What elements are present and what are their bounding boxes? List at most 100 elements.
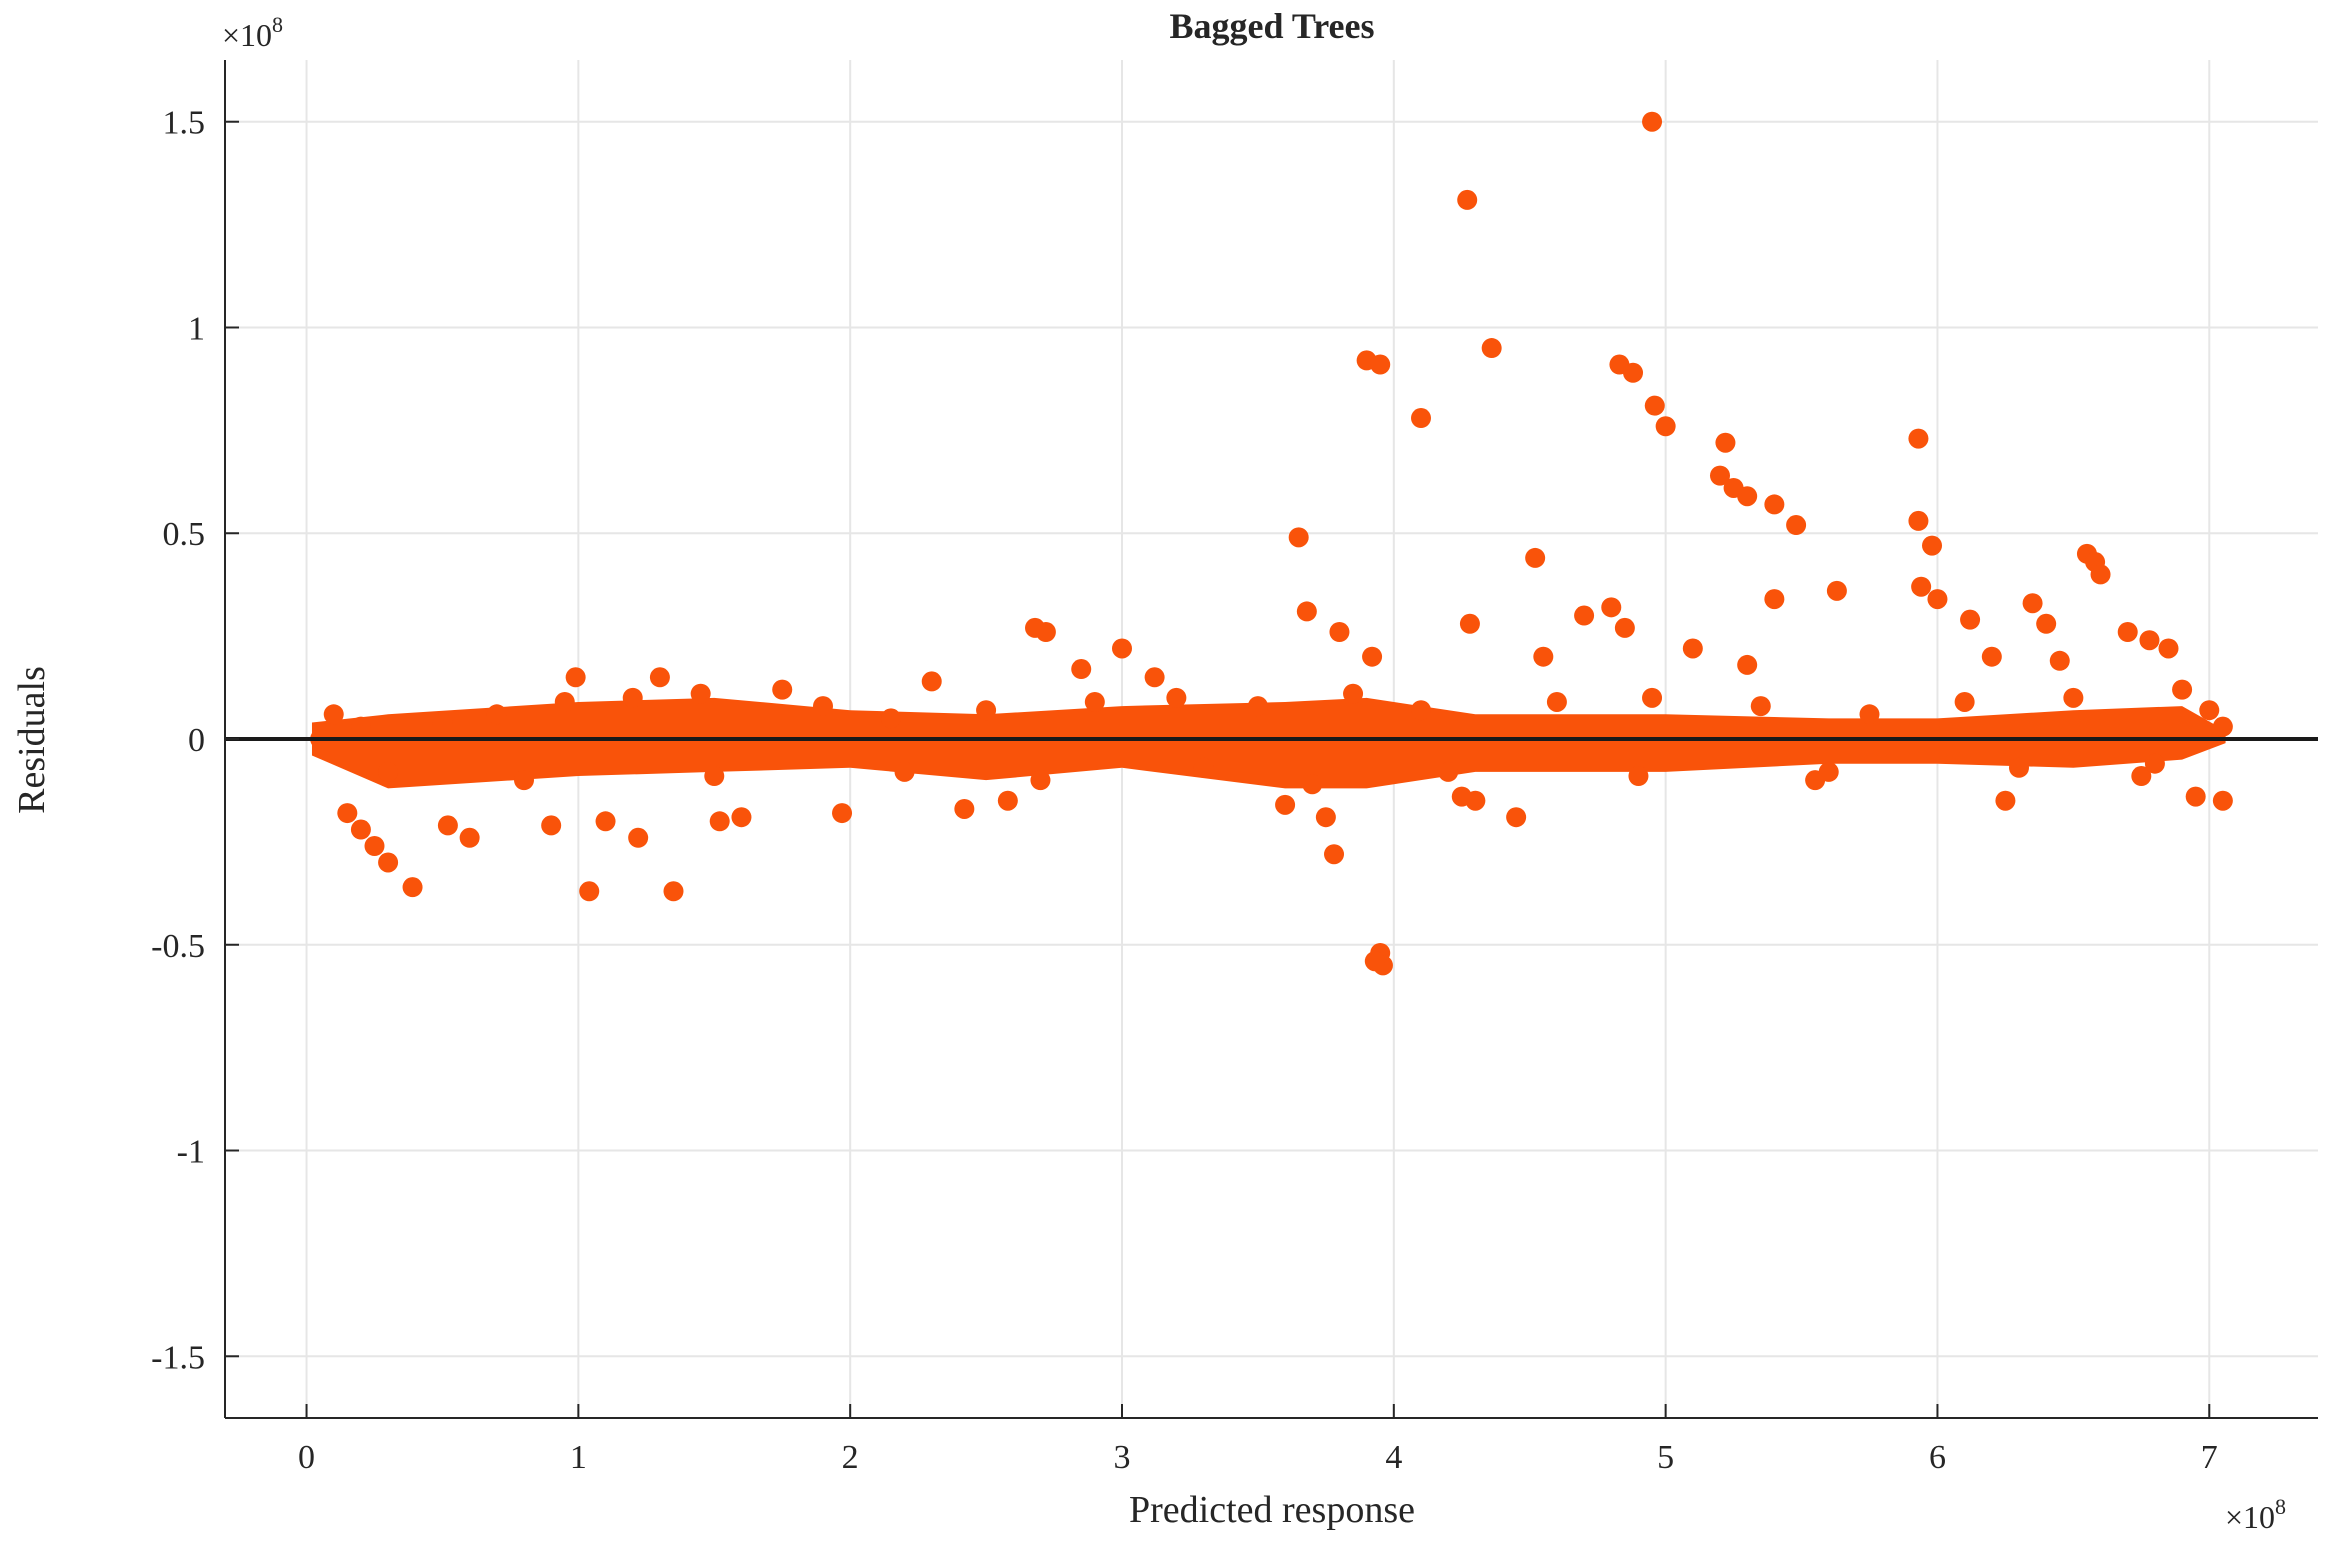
data-point <box>1750 696 1771 717</box>
axes <box>224 60 2318 1419</box>
x-multiplier-base: ×10 <box>2225 1499 2275 1535</box>
y-multiplier-base: ×10 <box>222 17 272 53</box>
data-point <box>1084 691 1105 712</box>
data-point <box>1908 510 1929 531</box>
data-point <box>1343 683 1364 704</box>
data-point <box>1710 465 1730 486</box>
data-point <box>1296 601 1317 622</box>
data-point <box>1364 951 1385 972</box>
data-point <box>1826 580 1847 601</box>
data-point <box>2199 700 2220 721</box>
x-tick-label: 6 <box>1929 1439 1946 1476</box>
data-point <box>2090 564 2111 585</box>
data-point <box>832 803 853 824</box>
data-point <box>1533 646 1554 667</box>
data-point <box>2139 630 2160 651</box>
data-point <box>1411 700 1431 721</box>
data-point <box>1193 757 1214 778</box>
residual-band <box>311 697 2226 789</box>
data-point <box>554 691 575 712</box>
chart-title: Bagged Trees <box>1170 6 1375 46</box>
data-point <box>622 687 643 708</box>
data-point <box>1362 646 1383 667</box>
data-point <box>1481 338 1502 359</box>
data-point <box>350 716 371 737</box>
data-point <box>1628 766 1649 787</box>
dense-point-cloud <box>311 697 2226 789</box>
data-point <box>2144 753 2165 774</box>
data-point <box>565 667 586 688</box>
data-point <box>1682 638 1703 659</box>
data-point <box>1927 589 1948 610</box>
data-point <box>709 811 730 832</box>
data-point <box>1370 354 1391 375</box>
data-point <box>541 815 562 836</box>
data-point <box>1911 576 1932 597</box>
data-point <box>1288 527 1309 548</box>
data-point <box>2212 790 2233 811</box>
data-point <box>2049 650 2070 671</box>
y-tick-labels: -1.5 -1 -0.5 0 0.5 1 1.5 <box>151 105 205 1377</box>
y-tick-label: 1.5 <box>163 105 206 142</box>
data-point <box>1737 486 1758 507</box>
data-point <box>2036 613 2057 634</box>
y-tick-label: 1 <box>188 310 205 347</box>
data-point <box>1737 654 1758 675</box>
y-axis-multiplier: ×108 <box>222 12 283 53</box>
data-point <box>1642 687 1663 708</box>
data-point <box>1035 622 1056 643</box>
data-point <box>323 704 344 725</box>
data-point <box>1981 646 2002 667</box>
data-point <box>1411 408 1431 429</box>
data-point <box>1459 613 1480 634</box>
data-point <box>997 790 1018 811</box>
data-point <box>1506 807 1527 828</box>
data-point <box>1112 638 1132 659</box>
data-point <box>813 696 833 717</box>
data-point <box>1922 535 1943 556</box>
data-point <box>459 827 480 848</box>
data-point <box>649 667 670 688</box>
data-point <box>976 700 997 721</box>
data-point <box>1623 362 1644 383</box>
data-point <box>2131 766 2152 787</box>
data-point <box>1908 428 1929 449</box>
x-axis-multiplier: ×108 <box>2225 1494 2286 1535</box>
data-point <box>486 704 507 725</box>
data-point <box>1438 761 1459 782</box>
data-point <box>1574 605 1595 626</box>
data-point <box>1030 770 1051 791</box>
data-point <box>1275 794 1296 815</box>
data-point <box>514 770 534 791</box>
x-tick-label: 3 <box>1114 1439 1131 1476</box>
y-tick-label: -0.5 <box>151 928 205 965</box>
data-point <box>1071 659 1092 680</box>
data-point <box>894 761 915 782</box>
data-point <box>704 766 725 787</box>
data-point <box>1655 416 1676 437</box>
data-point <box>1644 395 1665 416</box>
y-axis-label: Residuals <box>11 666 53 814</box>
data-point <box>1954 691 1975 712</box>
data-point <box>337 803 358 824</box>
data-point <box>2172 679 2193 700</box>
data-point <box>1329 622 1350 643</box>
y-tick-label: -1.5 <box>151 1339 205 1376</box>
x-axis-label: Predicted response <box>1129 1489 1415 1531</box>
x-tick-label: 0 <box>298 1439 315 1476</box>
data-point <box>1546 691 1567 712</box>
data-point <box>690 683 711 704</box>
data-point <box>954 798 975 819</box>
x-tick-label: 1 <box>570 1439 587 1476</box>
data-point <box>1642 111 1663 132</box>
data-point <box>1302 774 1323 795</box>
data-point <box>2063 687 2084 708</box>
data-point <box>1144 667 1165 688</box>
data-point <box>1451 786 1472 807</box>
data-point <box>1457 189 1478 210</box>
data-point <box>2117 622 2138 643</box>
data-point <box>1315 807 1336 828</box>
data-point <box>1324 844 1345 865</box>
